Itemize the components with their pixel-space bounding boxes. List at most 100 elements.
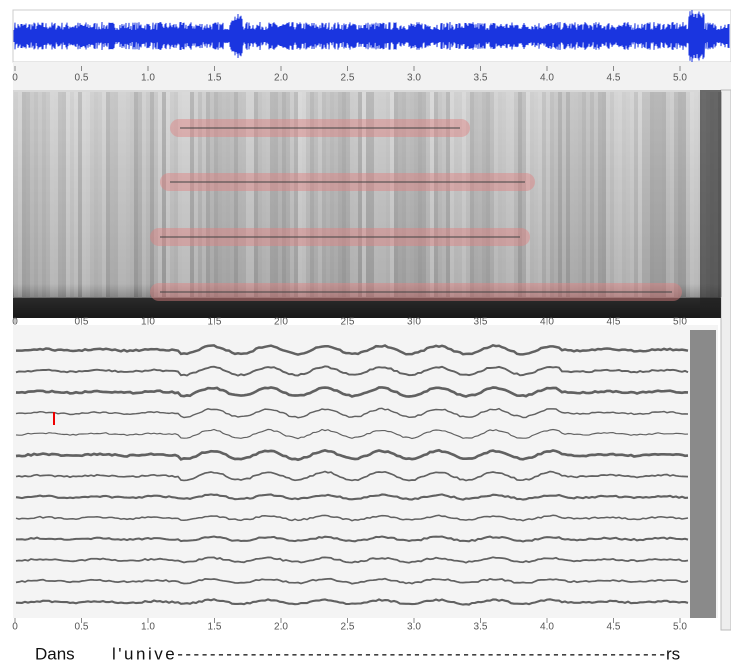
spectro-stripe [42,92,46,297]
spectro-stripe [518,92,522,297]
tick-label: 4.0 [540,73,554,84]
spectro-stripe [82,92,86,297]
spectro-stripe [86,92,90,297]
spectro-stripe [390,92,394,297]
spectro-stripe [66,92,70,297]
spectro-stripe [626,92,630,297]
spectro-stripe [258,92,262,297]
tick-label: 2.0 [274,622,288,633]
lyric-word: l'unive---------------------------------… [112,644,665,663]
harmonic [15,386,689,398]
spectro-stripe [346,92,350,297]
spectro-stripe [514,92,518,297]
spectro-stripe [134,92,138,297]
spectro-stripe [562,92,566,297]
spectro-stripe [642,92,646,297]
spectro-stripe [426,92,430,297]
spectro-stripe [306,92,310,297]
spectro-stripe [70,92,74,297]
time-axis [13,62,731,90]
spectro-stripe [530,92,534,297]
spectro-stripe [694,92,698,297]
spectro-stripe [350,92,354,297]
spectro-stripe [486,92,490,297]
spectro-stripe [690,92,694,297]
spectro-stripe [90,92,94,297]
tick-label: 2.0 [274,73,288,84]
harmonic [16,535,689,543]
spectro-stripe [418,92,422,297]
spectro-stripe [74,92,78,297]
harmonic [16,343,689,356]
tick-label: 0.5 [75,622,89,633]
spectro-stripe [130,92,134,297]
spectro-stripe [590,92,594,297]
harmonic [15,365,689,377]
spectro-stripe [498,92,502,297]
spectro-stripe [314,92,318,297]
tick-label: 3.0 [407,317,421,328]
spectro-stripe [154,92,158,297]
tick-label: 5.0 [673,317,687,328]
tick-label: 4.0 [540,622,554,633]
tick-label: 4.5 [607,73,621,84]
spectro-stripe [362,92,366,297]
scale-bar [720,89,731,631]
spectro-stripe [318,92,322,297]
spectro-stripe [294,92,298,297]
spectro-stripe [238,92,242,297]
spectro-stripe [146,92,150,297]
spectro-stripe [662,92,666,297]
spectro-stripe [102,92,106,297]
spectro-stripe [674,92,678,297]
spectro-stripe [150,92,154,297]
spectro-stripe [594,92,598,297]
spectro-stripe [174,92,178,297]
tick-label: 2.0 [274,317,288,328]
spectro-stripe [422,92,426,297]
tick-label: 1.0 [141,622,155,633]
spectro-stripe [646,92,650,297]
spectro-stripe [374,92,378,297]
harmonic [15,428,689,440]
harmonic [15,598,689,606]
spectro-stripe [478,92,482,297]
spectro-stripe [414,92,418,297]
spectro-stripe [14,92,18,297]
spectro-stripe [462,92,466,297]
tick-label: 0 [12,73,18,84]
spectro-stripe [574,92,578,297]
spectro-stripe [310,92,314,297]
spectro-stripe [582,92,586,297]
spectro-stripe [338,92,342,297]
spectro-stripe [322,92,326,297]
tick-label: 2.5 [341,73,355,84]
spectro-stripe [638,92,642,297]
spectro-stripe [502,92,506,297]
spectrogram-bottom [13,325,718,618]
spectro-stripe [170,92,174,297]
spectro-stripe [142,92,146,297]
tick-label: 1.5 [208,317,222,328]
spectro-stripe [158,92,162,297]
spectro-stripe [630,92,634,297]
spectro-stripe [98,92,102,297]
tick-label: 1.0 [141,73,155,84]
harmonic [15,577,689,585]
spectro-stripe [178,92,182,297]
spectro-stripe [506,92,510,297]
lyric-word: Dans [35,644,75,663]
spectro-stripe [210,92,214,297]
spectro-stripe [382,92,386,297]
spectro-stripe [378,92,382,297]
spectro-stripe [526,92,530,297]
spectro-stripe [386,92,390,297]
tick-label: 3.0 [407,73,421,84]
spectro-stripe [34,92,38,297]
spectro-stripe [406,92,410,297]
spectro-stripe [162,92,166,297]
spectro-stripe [106,92,110,297]
tick-label: 1.5 [208,73,222,84]
spectro-stripe [230,92,234,297]
